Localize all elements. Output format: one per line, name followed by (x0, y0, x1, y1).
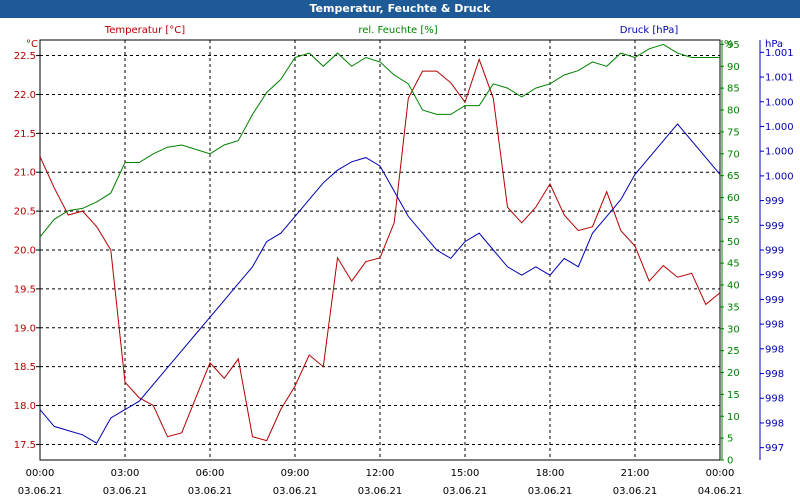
pressure-tick-label: 998 (765, 344, 784, 355)
x-tick-label-time: 06:00 (196, 468, 225, 479)
humidity-tick-label: 25 (727, 346, 740, 357)
humidity-unit-label: % (724, 39, 734, 50)
x-tick-label-date: 03.06.21 (103, 486, 148, 497)
pressure-line (39, 123, 721, 444)
humidity-tick-label: 40 (727, 281, 740, 292)
pressure-tick-label: 999 (765, 196, 784, 207)
pressure-tick-label: 998 (765, 394, 784, 405)
line-chart: 00:00 03.06.21 03:00 03.06.21 06:00 03.06.21 0… (14, 25, 794, 497)
humidity-tick-label: 5 (727, 434, 733, 445)
humidity-tick-label: 55 (727, 215, 740, 226)
humidity-tick-label: 95 (727, 40, 740, 51)
humidity-tick-label: 30 (727, 324, 740, 335)
pressure-tick-label: 997 (765, 443, 784, 454)
x-tick-label-time: 21:00 (621, 468, 650, 479)
temperature-tick-label: 19.0 (14, 323, 36, 334)
temperature-tick-label: 22.5 (14, 51, 36, 62)
chart-lines (39, 43, 721, 444)
pressure-tick-label: 999 (765, 295, 784, 306)
x-tick-label-time: 09:00 (281, 468, 310, 479)
temperature-tick-label: 21.0 (14, 168, 36, 179)
pressure-tick-label: 999 (765, 270, 784, 281)
humidity-tick-label: 0 (727, 456, 733, 467)
humidity-tick-label: 75 (727, 127, 740, 138)
pressure-tick-label: 999 (765, 221, 784, 232)
x-tick-label-time: 18:00 (536, 468, 565, 479)
pressure-tick-label: 1.001 (765, 73, 794, 84)
humidity-tick-label: 80 (727, 106, 740, 117)
temperature-tick-label: 18.5 (14, 362, 36, 373)
x-tick-label-time: 15:00 (451, 468, 480, 479)
x-tick-label-date: 03.06.21 (18, 486, 63, 497)
temperature-line (39, 57, 721, 442)
temperature-tick-label: 20.0 (14, 246, 36, 257)
temperature-tick-label: 20.5 (14, 207, 36, 218)
humidity-line (39, 43, 720, 238)
pressure-tick-label: 1.000 (765, 97, 794, 108)
pressure-tick-label: 998 (765, 369, 784, 380)
humidity-tick-label: 50 (727, 237, 740, 248)
humidity-tick-label: 70 (727, 149, 740, 160)
chart-title-bar: Temperatur, Feuchte & Druck (0, 0, 800, 18)
temperature-tick-label: 22.0 (14, 90, 36, 101)
chart-axes: 00:00 03.06.21 03:00 03.06.21 06:00 03.06.21 0… (14, 39, 794, 497)
x-tick-label-date: 04.06.21 (698, 486, 743, 497)
temperature-unit-label: °C (26, 39, 38, 50)
x-tick-label-time: 00:00 (706, 468, 735, 479)
pressure-tick-label: 998 (765, 320, 784, 331)
series-headers: Temperatur [°C] rel. Feuchte [%] Druck [hP… (104, 25, 679, 36)
pressure-tick-label: 1.000 (765, 147, 794, 158)
pressure-tick-label: 998 (765, 418, 784, 429)
pressure-tick-label: 1.001 (765, 48, 794, 59)
humidity-tick-label: 60 (727, 193, 740, 204)
x-tick-label-time: 12:00 (366, 468, 395, 479)
temperature-tick-label: 17.5 (14, 440, 36, 451)
pressure-tick-label: 1.000 (765, 171, 794, 182)
x-tick-label-date: 03.06.21 (273, 486, 318, 497)
temperature-series-header: Temperatur [°C] (104, 25, 185, 36)
humidity-tick-label: 85 (727, 84, 740, 95)
x-tick-label-date: 03.06.21 (613, 486, 658, 497)
chart-grid (40, 40, 720, 460)
humidity-tick-label: 45 (727, 259, 740, 270)
humidity-tick-label: 35 (727, 302, 740, 313)
temperature-tick-label: 21.5 (14, 129, 36, 140)
x-tick-label-date: 03.06.21 (188, 486, 233, 497)
x-tick-label-time: 03:00 (111, 468, 140, 479)
humidity-tick-label: 15 (727, 390, 740, 401)
x-tick-label-date: 03.06.21 (358, 486, 403, 497)
humidity-tick-label: 20 (727, 368, 740, 379)
temperature-tick-label: 18.0 (14, 401, 36, 412)
x-tick-label-date: 03.06.21 (528, 486, 573, 497)
pressure-series-header: Druck [hPa] (620, 25, 679, 36)
humidity-tick-label: 10 (727, 412, 740, 423)
pressure-unit-label: hPa (765, 39, 783, 50)
pressure-tick-label: 1.000 (765, 122, 794, 133)
humidity-series-header: rel. Feuchte [%] (358, 25, 437, 36)
humidity-tick-label: 65 (727, 171, 740, 182)
x-tick-label-date: 03.06.21 (443, 486, 488, 497)
pressure-tick-label: 999 (765, 246, 784, 257)
x-tick-label-time: 00:00 (26, 468, 55, 479)
temperature-tick-label: 19.5 (14, 284, 36, 295)
humidity-tick-label: 90 (727, 62, 740, 73)
